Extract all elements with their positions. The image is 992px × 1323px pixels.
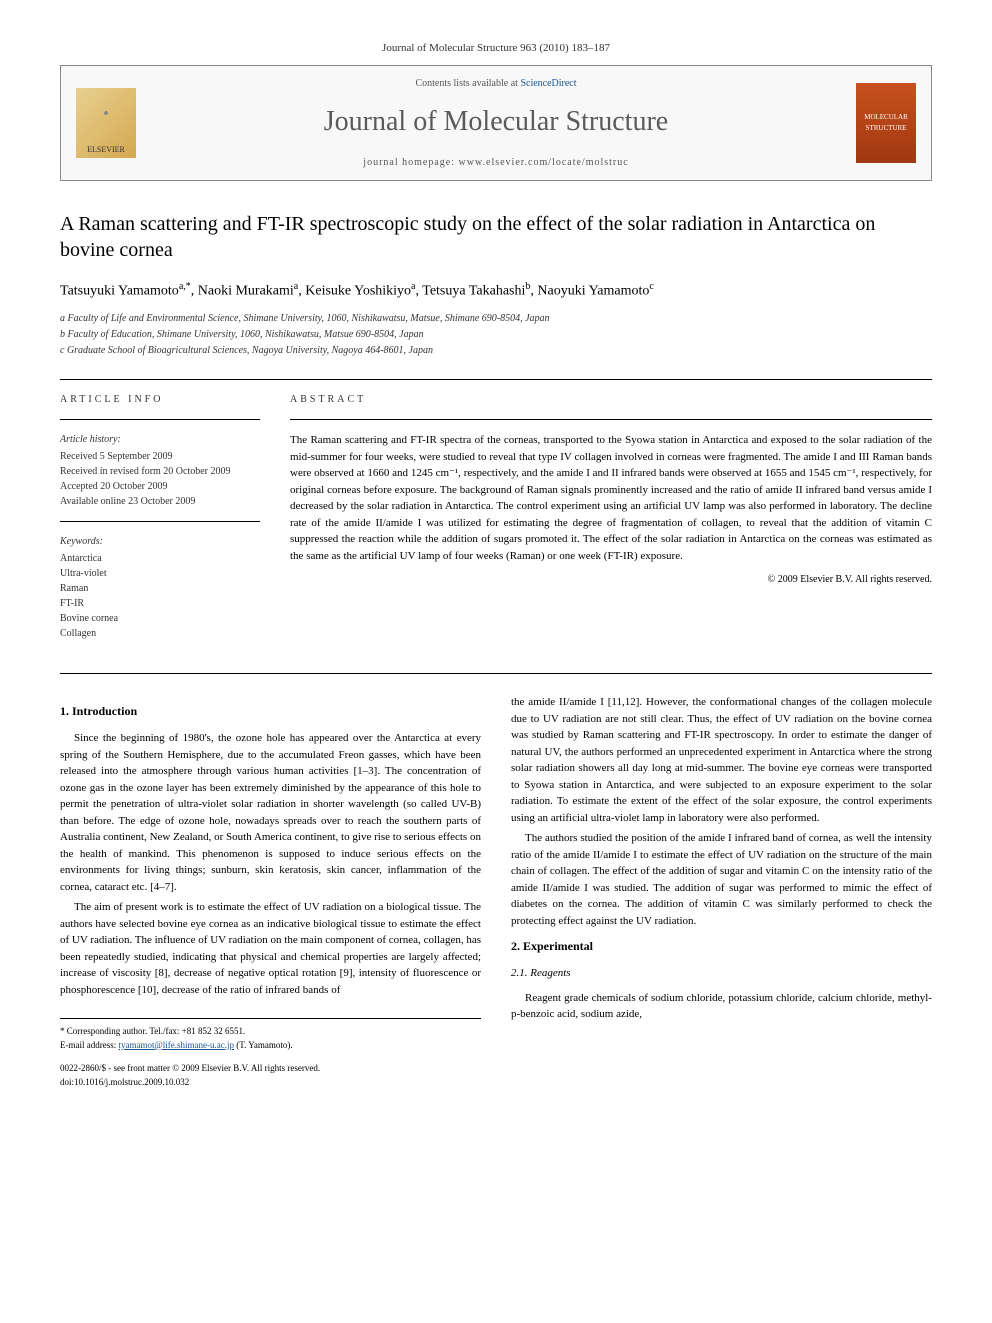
intro-paragraph-2: The aim of present work is to estimate t… xyxy=(60,899,481,998)
author-1: Tatsuyuki Yamamoto xyxy=(60,283,179,298)
article-title: A Raman scattering and FT-IR spectroscop… xyxy=(60,211,932,263)
publisher-name: ELSEVIER xyxy=(87,144,125,156)
author-3: Keisuke Yoshikiyo xyxy=(305,283,411,298)
intro-paragraph-3: the amide II/amide I [11,12]. However, t… xyxy=(511,694,932,826)
author-4-affil: b xyxy=(525,281,530,292)
info-abstract-row: ARTICLE INFO Article history: Received 5… xyxy=(60,392,932,653)
affiliation-a: a Faculty of Life and Environmental Scie… xyxy=(60,311,932,327)
affiliation-c: c Graduate School of Bioagricultural Sci… xyxy=(60,343,932,359)
intro-paragraph-4: The authors studied the position of the … xyxy=(511,830,932,929)
keyword: Antarctica xyxy=(60,551,260,566)
footer-meta: 0022-2860/$ - see front matter © 2009 El… xyxy=(60,1062,481,1089)
keyword: Ultra-violet xyxy=(60,566,260,581)
email-label: E-mail address: xyxy=(60,1040,118,1050)
keywords-list: Antarctica Ultra-violet Raman FT-IR Bovi… xyxy=(60,551,260,641)
author-5-affil: c xyxy=(649,281,653,292)
journal-cover-thumbnail: MOLECULAR STRUCTURE xyxy=(856,83,916,163)
abstract-heading: ABSTRACT xyxy=(290,392,932,407)
affiliation-b: b Faculty of Education, Shimane Universi… xyxy=(60,327,932,343)
corresponding-author-note: * Corresponding author. Tel./fax: +81 85… xyxy=(60,1018,481,1052)
contents-prefix: Contents lists available at xyxy=(415,78,520,89)
author-2: Naoki Murakami xyxy=(198,283,294,298)
history-label: Article history: xyxy=(60,432,260,447)
left-column: 1. Introduction Since the beginning of 1… xyxy=(60,694,481,1089)
intro-paragraph-1: Since the beginning of 1980's, the ozone… xyxy=(60,730,481,895)
keyword: Collagen xyxy=(60,626,260,641)
section-2-heading: 2. Experimental xyxy=(511,937,932,955)
elsevier-tree-icon xyxy=(86,95,126,140)
author-4: Tetsuya Takahashi xyxy=(422,283,525,298)
divider xyxy=(60,673,932,674)
author-1-affil: a,* xyxy=(179,281,191,292)
author-3-affil: a xyxy=(411,281,415,292)
email-suffix: (T. Yamamoto). xyxy=(234,1040,293,1050)
divider xyxy=(60,419,260,420)
section-2-1-heading: 2.1. Reagents xyxy=(511,965,932,982)
abstract-column: ABSTRACT The Raman scattering and FT-IR … xyxy=(290,392,932,653)
email-link[interactable]: tyamamot@life.shimane-u.ac.jp xyxy=(118,1040,234,1050)
reagents-paragraph-1: Reagent grade chemicals of sodium chlori… xyxy=(511,990,932,1023)
corresponding-contact: * Corresponding author. Tel./fax: +81 85… xyxy=(60,1025,481,1039)
journal-name: Journal of Molecular Structure xyxy=(156,101,836,143)
right-column: the amide II/amide I [11,12]. However, t… xyxy=(511,694,932,1089)
sciencedirect-link[interactable]: ScienceDirect xyxy=(520,78,576,89)
keyword: FT-IR xyxy=(60,596,260,611)
article-info-column: ARTICLE INFO Article history: Received 5… xyxy=(60,392,260,653)
journal-header-box: ELSEVIER Contents lists available at Sci… xyxy=(60,65,932,181)
keywords-label: Keywords: xyxy=(60,534,260,549)
author-list: Tatsuyuki Yamamotoa,*, Naoki Murakamia, … xyxy=(60,279,932,302)
corresponding-email-line: E-mail address: tyamamot@life.shimane-u.… xyxy=(60,1039,481,1053)
revised-date: Received in revised form 20 October 2009 xyxy=(60,464,260,479)
journal-citation: Journal of Molecular Structure 963 (2010… xyxy=(60,40,932,57)
header-center: Contents lists available at ScienceDirec… xyxy=(156,76,836,170)
divider xyxy=(60,379,932,380)
author-5: Naoyuki Yamamoto xyxy=(537,283,649,298)
article-history: Received 5 September 2009 Received in re… xyxy=(60,449,260,509)
issn-copyright: 0022-2860/$ - see front matter © 2009 El… xyxy=(60,1062,481,1076)
abstract-text: The Raman scattering and FT-IR spectra o… xyxy=(290,432,932,564)
contents-available: Contents lists available at ScienceDirec… xyxy=(156,76,836,91)
divider xyxy=(60,521,260,522)
article-info-heading: ARTICLE INFO xyxy=(60,392,260,407)
doi: doi:10.1016/j.molstruc.2009.10.032 xyxy=(60,1076,481,1090)
keyword: Raman xyxy=(60,581,260,596)
author-2-affil: a xyxy=(294,281,298,292)
journal-homepage: journal homepage: www.elsevier.com/locat… xyxy=(156,155,836,170)
section-1-heading: 1. Introduction xyxy=(60,702,481,720)
keyword: Bovine cornea xyxy=(60,611,260,626)
accepted-date: Accepted 20 October 2009 xyxy=(60,479,260,494)
received-date: Received 5 September 2009 xyxy=(60,449,260,464)
abstract-copyright: © 2009 Elsevier B.V. All rights reserved… xyxy=(290,572,932,587)
publisher-logo: ELSEVIER xyxy=(76,88,136,158)
online-date: Available online 23 October 2009 xyxy=(60,494,260,509)
divider xyxy=(290,419,932,420)
affiliations: a Faculty of Life and Environmental Scie… xyxy=(60,311,932,359)
body-two-column: 1. Introduction Since the beginning of 1… xyxy=(60,694,932,1089)
